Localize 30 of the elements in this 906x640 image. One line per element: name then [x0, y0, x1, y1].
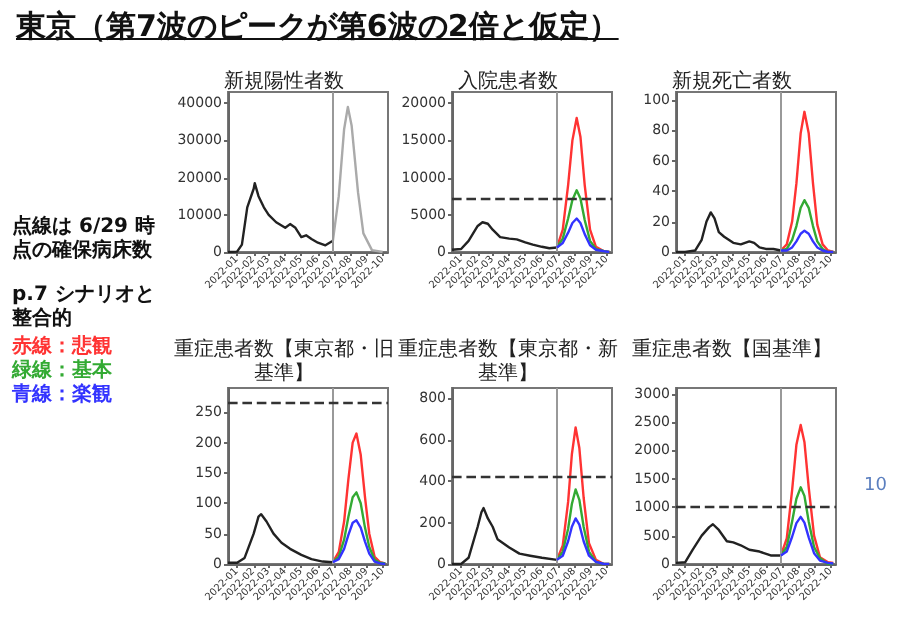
- text: 青線：楽観: [12, 384, 114, 408]
- line-series: [555, 517, 611, 566]
- line-series: [226, 513, 335, 564]
- line-series: [674, 523, 783, 565]
- line-series: [450, 506, 559, 566]
- line-series: [779, 110, 835, 254]
- line-series: [779, 515, 835, 565]
- text: 東京（第7波のピークが第6波の2倍と仮定）: [16, 8, 619, 46]
- line-series: [779, 229, 835, 254]
- text: 点線は 6/29 時点の確保病床数: [12, 216, 157, 264]
- line-series: [450, 221, 559, 251]
- line-series: [779, 423, 835, 565]
- text: 10: [864, 476, 887, 496]
- line-series: [331, 519, 387, 566]
- chart-title: 重症患者数【東京都・旧基準】: [174, 337, 394, 385]
- text: 緑線：基本: [12, 360, 114, 383]
- line-series: [331, 491, 387, 565]
- line-series: [555, 217, 611, 254]
- line-series: [331, 105, 384, 254]
- line-series: [331, 432, 387, 565]
- chart-title: 新規死亡者数: [672, 69, 792, 93]
- chart-title: 新規陽性者数: [224, 69, 344, 93]
- chart-title: 重症患者数【東京都・新基準】: [398, 337, 618, 385]
- line-series: [226, 181, 335, 254]
- line-series: [674, 211, 783, 254]
- chart-title: 入院患者数: [458, 69, 558, 93]
- text: 赤線：悲観: [12, 336, 114, 359]
- text: p.7 シナリオと整合的: [12, 284, 157, 332]
- chart-title: 重症患者数【国基準】: [632, 337, 832, 361]
- line-series: [779, 486, 835, 566]
